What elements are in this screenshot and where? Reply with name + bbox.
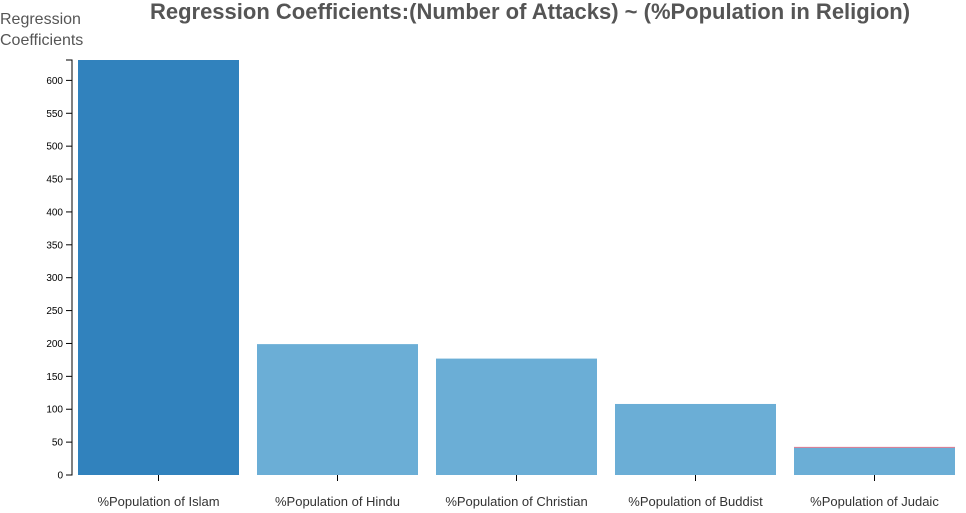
x-tick-label: %Population of Judaic — [810, 494, 939, 509]
y-tick-label: 600 — [46, 76, 63, 87]
y-tick-label: 400 — [46, 207, 63, 218]
y-tick-label: 150 — [46, 372, 63, 383]
y-tick-label: 50 — [52, 438, 64, 449]
y-axis-label-line-1: Regression — [0, 11, 81, 28]
y-axis-label-line-2: Coefficients — [0, 32, 83, 49]
y-tick-label: 500 — [46, 142, 63, 153]
bar-3 — [436, 358, 597, 475]
x-tick-label: %Population of Hindu — [275, 494, 400, 509]
y-tick-label: 0 — [57, 471, 63, 482]
y-axis — [66, 59, 73, 476]
chart-title: Regression Coefficients:(Number of Attac… — [150, 0, 910, 24]
y-tick-label: 200 — [46, 339, 63, 350]
bar-4 — [615, 403, 776, 475]
bar-5 — [794, 447, 955, 475]
y-tick-label: 250 — [46, 306, 63, 317]
y-tick-label: 350 — [46, 240, 63, 251]
x-tick-label: %Population of Buddist — [628, 494, 763, 509]
y-tick-label: 550 — [46, 109, 63, 120]
y-tick-label: 300 — [46, 273, 63, 284]
x-tick-label: %Population of Christian — [445, 494, 587, 509]
plot-area: 0 50 100 150 200 250 300 350 400 450 500 550 600 %Pop… — [46, 59, 955, 509]
bar-1 — [78, 60, 239, 475]
bar-2 — [257, 344, 418, 475]
x-tick-label: %Population of Islam — [97, 494, 219, 509]
y-tick-label: 450 — [46, 175, 63, 186]
y-tick-label: 100 — [46, 405, 63, 416]
